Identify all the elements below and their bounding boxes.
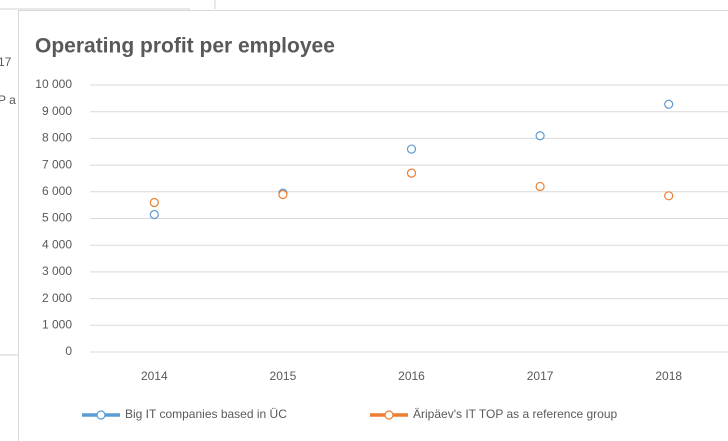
- data-point: [149, 209, 159, 220]
- x-tick-label: 2016: [398, 369, 425, 383]
- data-point: [278, 189, 288, 200]
- y-tick-label: 9 000: [42, 104, 72, 118]
- x-tick-label: 2014: [141, 369, 168, 383]
- sheet-text: P a: [0, 93, 16, 107]
- y-tick-label: 7 000: [42, 157, 72, 171]
- y-tick-label: 5 000: [42, 211, 72, 225]
- data-point: [149, 197, 159, 208]
- x-tick-label: 2015: [270, 369, 297, 383]
- y-tick-label: 6 000: [42, 184, 72, 198]
- legend-marker: [96, 410, 106, 420]
- sheet-text: 17: [0, 55, 12, 69]
- x-tick-label: 2018: [655, 369, 682, 383]
- y-tick-label: 2 000: [42, 291, 72, 305]
- data-point: [664, 191, 674, 201]
- y-tick-label: 3 000: [42, 264, 72, 278]
- chart-title: Operating profit per employee: [35, 35, 335, 58]
- y-tick-label: 4 000: [42, 237, 72, 251]
- legend-label: Big IT companies based in ÜC: [125, 407, 287, 421]
- chart-panel: [18, 10, 728, 441]
- x-tick-label: 2017: [527, 369, 554, 383]
- legend-marker: [384, 410, 394, 420]
- y-tick-label: 10 000: [35, 77, 72, 91]
- y-tick-label: 1 000: [42, 317, 72, 331]
- data-point: [406, 168, 417, 178]
- y-tick-label: 0: [65, 344, 72, 358]
- data-point: [535, 131, 545, 141]
- data-point: [535, 181, 545, 192]
- data-point: [406, 144, 417, 154]
- legend-label: Äripäev's IT TOP as a reference group: [413, 407, 618, 421]
- data-point: [664, 99, 674, 109]
- y-tick-label: 8 000: [42, 131, 72, 145]
